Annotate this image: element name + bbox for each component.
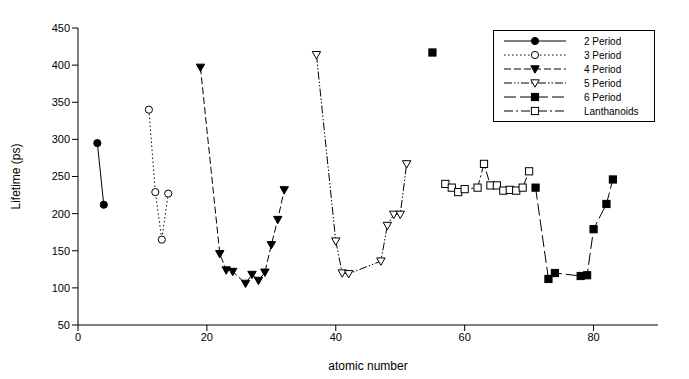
- html-text:2 Period: 2 Period: [584, 35, 622, 47]
- svg-text:100: 100: [52, 282, 70, 294]
- svg-text:60: 60: [459, 331, 471, 343]
- svg-text:300: 300: [52, 133, 70, 145]
- svg-text:250: 250: [52, 170, 70, 182]
- html-text:4 Period: 4 Period: [584, 63, 622, 75]
- svg-text:450: 450: [52, 22, 70, 34]
- html-text:Lanthanoids: Lanthanoids: [584, 105, 639, 117]
- svg-text:200: 200: [52, 208, 70, 220]
- svg-text:350: 350: [52, 96, 70, 108]
- html-text:6 Period: 6 Period: [584, 91, 622, 103]
- svg-text:0: 0: [75, 331, 81, 343]
- svg-text:50: 50: [58, 319, 70, 331]
- svg-text:40: 40: [330, 331, 342, 343]
- svg-text:400: 400: [52, 59, 70, 71]
- svg-text:Lifetime (ps): Lifetime (ps): [9, 143, 23, 209]
- svg-text:20: 20: [201, 331, 213, 343]
- svg-text:atomic number: atomic number: [328, 359, 407, 373]
- html-text:5 Period: 5 Period: [584, 77, 622, 89]
- svg-text:150: 150: [52, 245, 70, 257]
- html-text:3 Period: 3 Period: [584, 49, 622, 61]
- svg-text:80: 80: [587, 331, 599, 343]
